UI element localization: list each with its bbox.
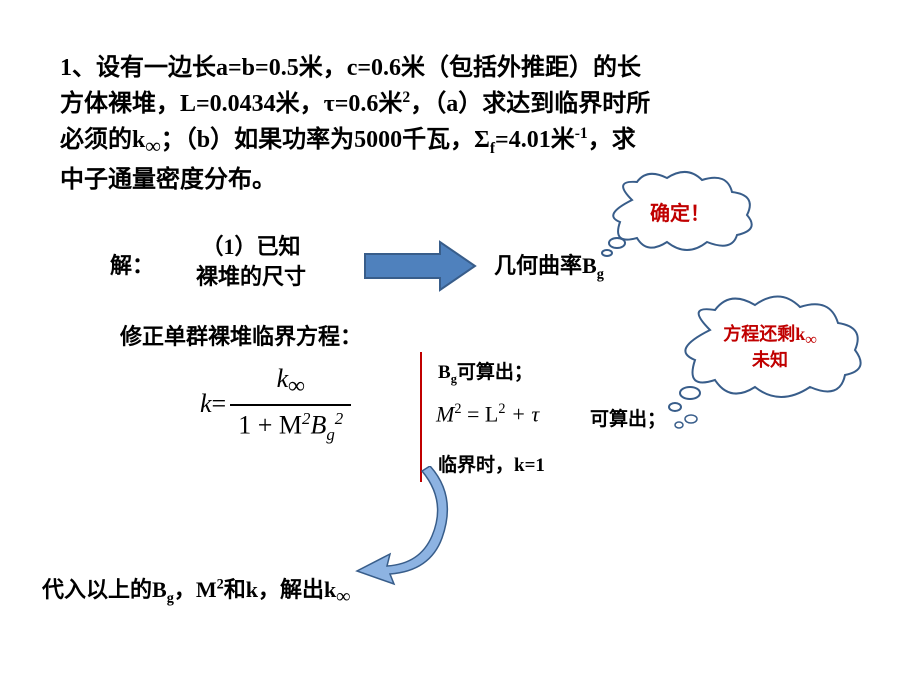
block-arrow <box>360 238 480 294</box>
eq-denominator: 1 + M2Bg2 <box>230 406 351 448</box>
eq-m2-plus: + τ <box>506 401 540 426</box>
bg-label-pre: 几何曲率B <box>494 253 597 278</box>
note-bg-post: 可算出； <box>457 362 533 383</box>
slide: 1、设有一边长a=b=0.5米，c=0.6米（包括外推距）的长 方体裸堆，L=0… <box>0 0 920 690</box>
eq-den-b: B <box>310 410 326 439</box>
problem-line1: 1、设有一边长a=b=0.5米，c=0.6米（包括外推距）的长 <box>60 55 641 81</box>
eq-lhs: k <box>200 389 212 419</box>
main-equation: k = k∞ 1 + M2Bg2 <box>200 360 355 447</box>
bubble-unknown-l2: 未知 <box>752 350 788 370</box>
known-block: （1）已知 裸堆的尺寸 <box>196 232 306 291</box>
geometric-buckling-label: 几何曲率Bg <box>494 248 604 283</box>
note-bg-pre: B <box>438 362 451 383</box>
problem-line2-mid: ，（a）求达到临界时所 <box>410 91 650 117</box>
note-critical: 临界时，k=1 <box>438 450 545 477</box>
problem-line3-mid: ；（b）如果功率为5000千瓦，Σ <box>161 127 490 153</box>
bubble-unknown: 方程还剩k∞ 未知 <box>700 318 840 378</box>
bubble-confirm-text: 确定！ <box>650 197 710 226</box>
bg-label-sub: g <box>597 266 604 282</box>
eq-m2-rest: = L <box>461 401 498 426</box>
known-line1: （1）已知 <box>202 234 301 259</box>
problem-line2-prefix: 方体裸堆，L=0.0434米，τ=0.6米 <box>60 91 402 117</box>
thought-dots-icon <box>673 411 703 431</box>
eq-num-inf: ∞ <box>288 373 305 399</box>
solution-label: 解： <box>110 248 154 280</box>
final-mid1: ，M <box>174 577 217 602</box>
eq-num-k: k <box>277 364 289 393</box>
bubble-unknown-l1: 方程还剩k <box>723 324 805 344</box>
eq-den-sub: g <box>326 424 334 443</box>
final-pre: 代入以上的B <box>42 577 167 602</box>
problem-line3-prefix: 必须的k <box>60 127 145 153</box>
problem-line3-eq: =4.01米 <box>495 127 575 153</box>
eq-m2-m: M <box>436 401 454 426</box>
eq-eq: = <box>212 389 227 419</box>
final-sub1: g <box>167 590 174 606</box>
note-calc-text: 可算出； <box>590 409 666 430</box>
final-mid2: 和k，解出k <box>224 577 336 602</box>
problem-line3-sup: -1 <box>575 125 588 142</box>
bubble-confirm: 确定！ <box>620 186 740 236</box>
note-m2-calc: 可算出； <box>590 404 703 431</box>
problem-line3-inf: ∞ <box>145 134 160 158</box>
vertical-divider <box>420 352 422 482</box>
problem-line4: 中子通量密度分布。 <box>60 167 276 193</box>
final-sup: 2 <box>217 577 224 593</box>
eq-den-sup2: 2 <box>335 409 343 428</box>
final-substitution: 代入以上的Bg，M2和k，解出k∞ <box>42 572 350 608</box>
equation-m2: M2 = L2 + τ <box>436 401 539 427</box>
eq-den-1: 1 + M <box>238 410 302 439</box>
eq-fraction: k∞ 1 + M2Bg2 <box>230 360 351 447</box>
known-line2: 裸堆的尺寸 <box>196 264 306 289</box>
equation-title: 修正单群裸堆临界方程： <box>120 319 362 351</box>
problem-line3-end: ，求 <box>588 127 636 153</box>
note-bg-calc: Bg可算出； <box>438 357 533 387</box>
final-inf: ∞ <box>336 585 350 607</box>
curved-arrow <box>352 466 452 586</box>
bubble-unknown-inf: ∞ <box>805 331 817 349</box>
eq-numerator: k∞ <box>269 360 313 404</box>
